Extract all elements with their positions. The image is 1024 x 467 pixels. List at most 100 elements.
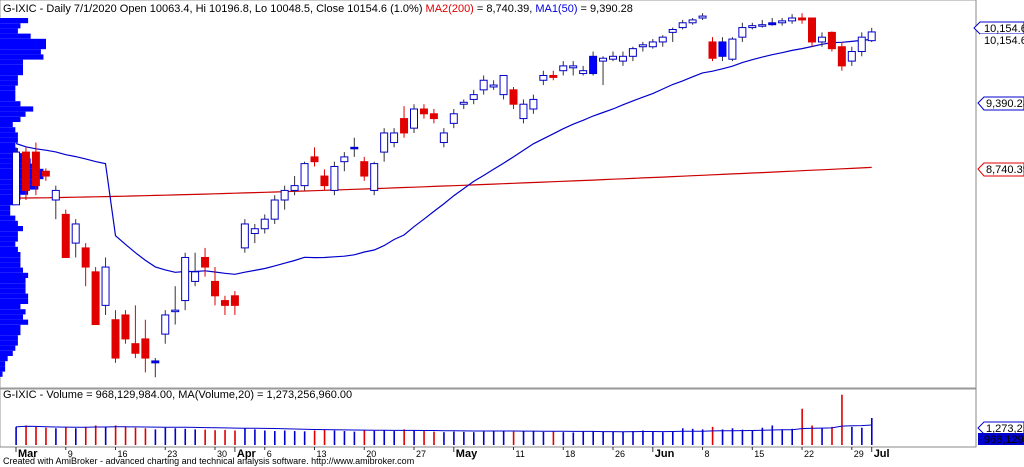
x-tick-label: 29 <box>854 449 864 459</box>
candle-body <box>768 22 777 26</box>
profile-bar <box>0 210 11 216</box>
volume-ma-line <box>15 424 872 433</box>
profile-bar <box>0 127 16 133</box>
profile-bar <box>0 350 13 356</box>
candle-body <box>141 338 150 359</box>
volume-bar <box>871 417 873 445</box>
volume-bar <box>343 431 346 445</box>
candle-body <box>738 27 747 38</box>
volume-bar <box>701 429 704 445</box>
volume-bar <box>274 431 276 445</box>
x-tick-label: 27 <box>416 449 426 459</box>
profile-bar <box>0 59 23 65</box>
volume-bar <box>264 430 266 445</box>
volume-bar <box>413 430 415 445</box>
header-segment: MA1(50) <box>535 3 577 15</box>
candle-body <box>429 113 438 120</box>
candle-body <box>370 163 379 191</box>
candle-body <box>81 247 90 268</box>
candle-body <box>181 256 190 302</box>
profile-bar <box>0 330 21 336</box>
volume-bar <box>622 431 624 445</box>
candle-body <box>489 84 498 88</box>
volume-bar <box>482 431 485 445</box>
candle-body <box>798 17 807 21</box>
candle-body <box>549 74 558 78</box>
candles-group <box>12 13 876 378</box>
ma50-line <box>15 38 872 275</box>
volume-bar <box>582 431 585 445</box>
volume-bar <box>681 428 684 445</box>
candle-body <box>449 113 458 124</box>
candle-body <box>857 36 866 53</box>
x-tick-label: 15 <box>754 449 764 459</box>
candle-body <box>260 218 269 230</box>
volume-bar <box>672 431 674 445</box>
candle-body <box>280 189 289 201</box>
profile-bar <box>0 335 18 341</box>
volume-last-label: 968,129,984 <box>978 433 1024 446</box>
volume-bar <box>741 429 744 445</box>
x-tick-label: 8 <box>705 449 710 459</box>
volume-bar <box>502 430 505 445</box>
candle-body <box>688 19 697 24</box>
profile-bar <box>0 288 26 294</box>
candle-body <box>340 156 349 163</box>
candle-body <box>250 228 259 235</box>
volume-bar <box>164 427 167 445</box>
profile-bar <box>0 345 16 351</box>
profile-bar <box>0 200 16 206</box>
candle-body <box>618 55 627 62</box>
header-segment: = 8,740.39, <box>474 3 535 15</box>
x-tick-label: 26 <box>615 449 625 459</box>
volume-bar <box>781 429 784 445</box>
volume-bar <box>144 428 147 445</box>
volume-bar <box>283 430 286 445</box>
candle-body <box>599 57 608 62</box>
profile-bar <box>0 33 31 39</box>
profile-bar <box>0 340 18 346</box>
profile-bar <box>0 298 29 304</box>
profile-bar <box>0 241 16 247</box>
volume-bar <box>761 427 764 445</box>
candle-body <box>628 48 637 57</box>
candle-body <box>668 28 677 33</box>
x-tick-label: 20 <box>366 449 376 459</box>
volume-bar <box>184 428 187 445</box>
candle-body <box>21 151 30 191</box>
volume-bar <box>691 428 694 445</box>
volume-bar <box>363 430 366 445</box>
volume-bar <box>821 428 823 445</box>
profile-bar <box>0 257 21 263</box>
profile-bar <box>0 75 18 81</box>
profile-bar <box>0 54 44 60</box>
volume-bar <box>562 432 565 445</box>
x-tick-label: Mar <box>18 448 38 460</box>
candle-body <box>559 65 568 72</box>
profile-bar <box>0 18 29 24</box>
volume-bar <box>244 428 246 445</box>
x-tick-label: 30 <box>217 449 227 459</box>
volume-bar <box>602 431 604 445</box>
candle-body <box>300 163 309 187</box>
candle-body <box>459 101 468 105</box>
candle-body <box>439 132 448 144</box>
volume-bar <box>94 425 97 445</box>
volume-bar <box>811 425 813 445</box>
close-price-value: 10,154.6 <box>984 35 1024 47</box>
candle-body <box>400 118 409 134</box>
volume-bar <box>731 428 734 445</box>
x-tick-label: 18 <box>565 449 575 459</box>
volume-bar <box>642 430 644 445</box>
candle-body <box>419 108 428 115</box>
profile-bar <box>0 194 21 200</box>
candle-body <box>111 319 120 359</box>
candle-body <box>469 94 478 100</box>
volume-bar <box>662 432 664 445</box>
volume-bar <box>572 432 575 445</box>
candle-body <box>161 314 170 335</box>
profile-bar <box>0 304 21 310</box>
profile-bar <box>0 142 16 148</box>
volume-bar <box>65 427 67 445</box>
